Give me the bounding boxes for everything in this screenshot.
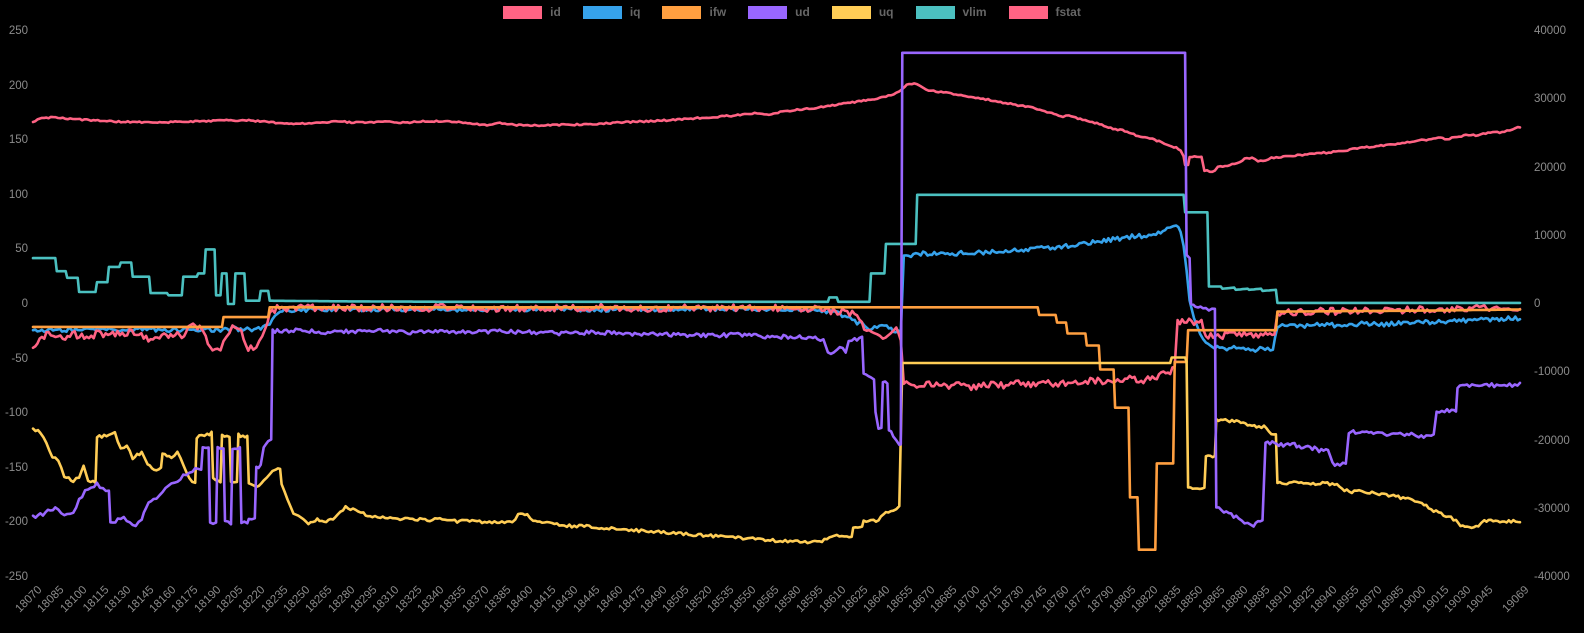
y-left-tick-label: -250: [4, 571, 28, 583]
legend-label: id: [550, 5, 561, 19]
legend-item-vlim[interactable]: vlim: [915, 5, 987, 20]
y-left-tick-label: -150: [4, 461, 28, 474]
y-right-tick-label: 20000: [1534, 161, 1566, 174]
legend-item-ifw[interactable]: ifw: [662, 5, 726, 20]
legend-label: vlim: [962, 5, 987, 19]
legend-label: uq: [878, 5, 894, 19]
legend-swatch-id: [503, 6, 543, 19]
legend-label: iq: [629, 5, 641, 19]
series-line-uq: [31, 356, 1522, 545]
legend-swatch-uq: [831, 6, 871, 19]
legend-item-ud[interactable]: ud: [748, 5, 810, 20]
y-right-tick-label: 30000: [1534, 93, 1566, 106]
legend-swatch-iq: [582, 6, 622, 19]
y-left-tick-label: -50: [11, 352, 28, 365]
legend-label: ifw: [709, 5, 727, 19]
y-left-tick-label: 150: [8, 134, 28, 147]
y-left-tick-label: -100: [4, 407, 28, 420]
legend-label: fstat: [1055, 5, 1081, 19]
legend-swatch-ud: [748, 6, 788, 19]
series-line-ifw: [31, 305, 1522, 552]
chart-legend: id iq ifw ud uq vlim fstat: [0, 5, 1584, 20]
legend-swatch-fstat: [1008, 6, 1048, 19]
y-left-tick-label: 250: [8, 25, 28, 37]
y-right-tick-label: 40000: [1534, 25, 1566, 37]
y-left-tick-label: 50: [15, 243, 28, 256]
y-right-tick-label: 0: [1534, 298, 1541, 310]
legend-item-fstat[interactable]: fstat: [1008, 5, 1081, 20]
y-right-tick-label: -30000: [1534, 502, 1570, 515]
legend-swatch-vlim: [915, 6, 955, 19]
y-left-tick-label: -200: [4, 516, 28, 529]
legend-swatch-ifw: [662, 6, 702, 19]
legend-item-id[interactable]: id: [503, 5, 561, 20]
series-line-ud: [31, 51, 1522, 528]
series-line-vlim: [31, 193, 1522, 306]
y-right-tick-label: 10000: [1534, 229, 1566, 242]
y-right-tick-label: -40000: [1534, 571, 1570, 583]
y-right-tick-label: -10000: [1534, 366, 1570, 379]
legend-item-iq[interactable]: iq: [582, 5, 641, 20]
legend-label: ud: [795, 5, 810, 19]
legend-item-uq[interactable]: uq: [831, 5, 894, 20]
y-right-tick-label: -20000: [1534, 434, 1570, 447]
series-line-iq: [31, 224, 1522, 353]
y-left-tick-label: 0: [21, 298, 28, 310]
y-left-tick-label: 100: [8, 188, 28, 201]
y-left-tick-label: 200: [8, 79, 28, 92]
series-line-fstat: [31, 82, 1522, 174]
